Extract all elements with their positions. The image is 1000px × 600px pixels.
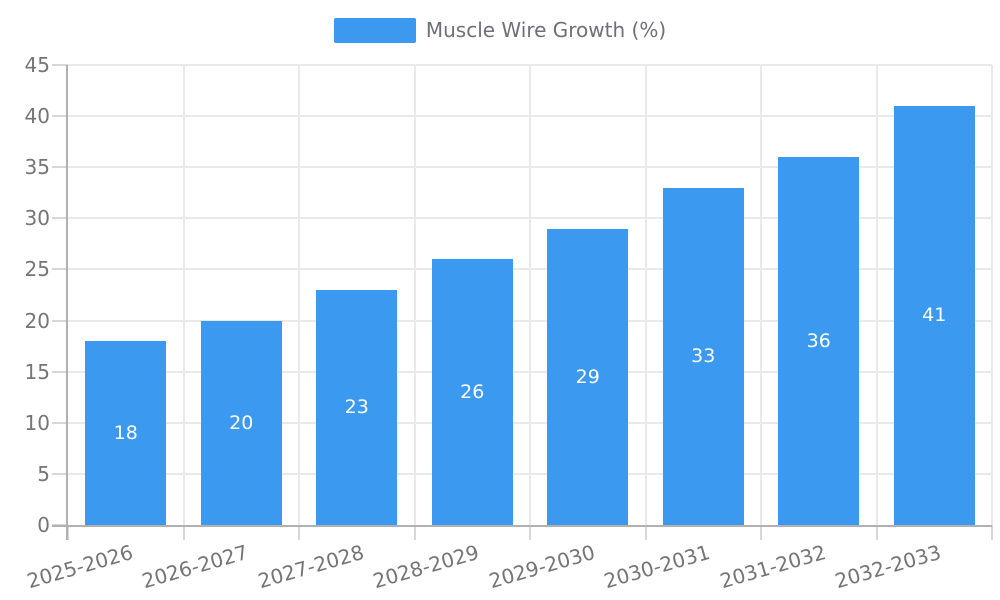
bar[interactable]: 36	[778, 157, 860, 525]
x-gridline	[529, 65, 531, 525]
x-axis-tick-label: 2027-2028	[254, 540, 367, 594]
bar-value-label: 26	[460, 381, 485, 404]
y-axis-tick	[52, 472, 68, 475]
bar-value-label: 18	[113, 422, 138, 444]
x-gridline	[182, 65, 185, 525]
legend[interactable]: Muscle Wire Growth (%)	[0, 16, 1000, 44]
bar-value-label: 29	[575, 365, 600, 388]
legend-label: Muscle Wire Growth (%)	[425, 17, 667, 42]
bar[interactable]: 26	[431, 259, 513, 525]
x-gridline	[413, 65, 416, 525]
y-axis-tick	[52, 115, 68, 118]
x-axis-line	[52, 525, 992, 527]
x-gridline	[875, 65, 878, 525]
legend-swatch	[333, 17, 416, 43]
y-axis-tick-label: 25	[24, 257, 50, 282]
x-axis-tick	[644, 525, 647, 540]
bar-value-label: 20	[229, 411, 254, 434]
y-axis-tick-label: 30	[24, 206, 50, 231]
y-axis-tick	[52, 319, 68, 322]
y-axis-line	[66, 65, 68, 540]
x-axis-tick	[182, 525, 185, 540]
y-axis-tick-label: 0	[37, 513, 50, 537]
bar[interactable]: 29	[547, 228, 629, 525]
x-gridline	[991, 65, 993, 525]
y-axis-tick	[52, 166, 68, 169]
bar-value-label: 23	[344, 396, 369, 419]
bar[interactable]: 18	[85, 341, 167, 525]
bar-value-label: 41	[922, 304, 947, 327]
y-axis-tick	[52, 64, 68, 66]
y-axis-tick-label: 35	[24, 155, 50, 180]
x-axis-tick	[413, 525, 416, 540]
x-gridline	[644, 65, 647, 525]
x-gridline	[298, 65, 300, 525]
x-axis-tick-label: 2031-2032	[716, 540, 829, 594]
y-axis-tick-label: 5	[37, 461, 50, 486]
x-axis-tick-label: 2026-2027	[139, 540, 251, 594]
y-axis-tick-label: 40	[24, 104, 50, 129]
x-axis-tick	[760, 525, 762, 540]
x-axis-tick	[991, 525, 993, 540]
x-axis-tick-label: 2025-2026	[23, 540, 136, 594]
x-axis-tick	[529, 525, 531, 540]
bar[interactable]: 41	[893, 105, 975, 525]
y-axis-tick	[52, 421, 68, 424]
bar[interactable]: 20	[200, 320, 282, 525]
x-axis-tick-label: 2030-2031	[601, 540, 713, 594]
bar-value-label: 36	[806, 330, 831, 352]
x-axis-tick-label: 2032-2033	[832, 540, 944, 594]
bar[interactable]: 23	[316, 289, 398, 525]
y-axis-tick	[52, 370, 68, 373]
y-axis-tick-label: 15	[24, 359, 50, 384]
x-axis-tick-label: 2028-2029	[370, 540, 482, 594]
y-axis-tick-label: 20	[24, 308, 50, 333]
x-gridline	[760, 65, 762, 525]
x-axis-tick	[875, 525, 878, 540]
bar-value-label: 33	[691, 345, 716, 368]
y-axis-tick	[52, 217, 68, 220]
x-axis-tick	[67, 525, 69, 540]
bar[interactable]: 33	[662, 187, 744, 525]
x-axis-tick-label: 2029-2030	[485, 540, 598, 594]
y-axis-tick	[52, 268, 68, 271]
y-axis-tick-label: 45	[24, 53, 50, 77]
y-axis-tick-label: 10	[24, 410, 50, 435]
x-axis-tick	[298, 525, 300, 540]
